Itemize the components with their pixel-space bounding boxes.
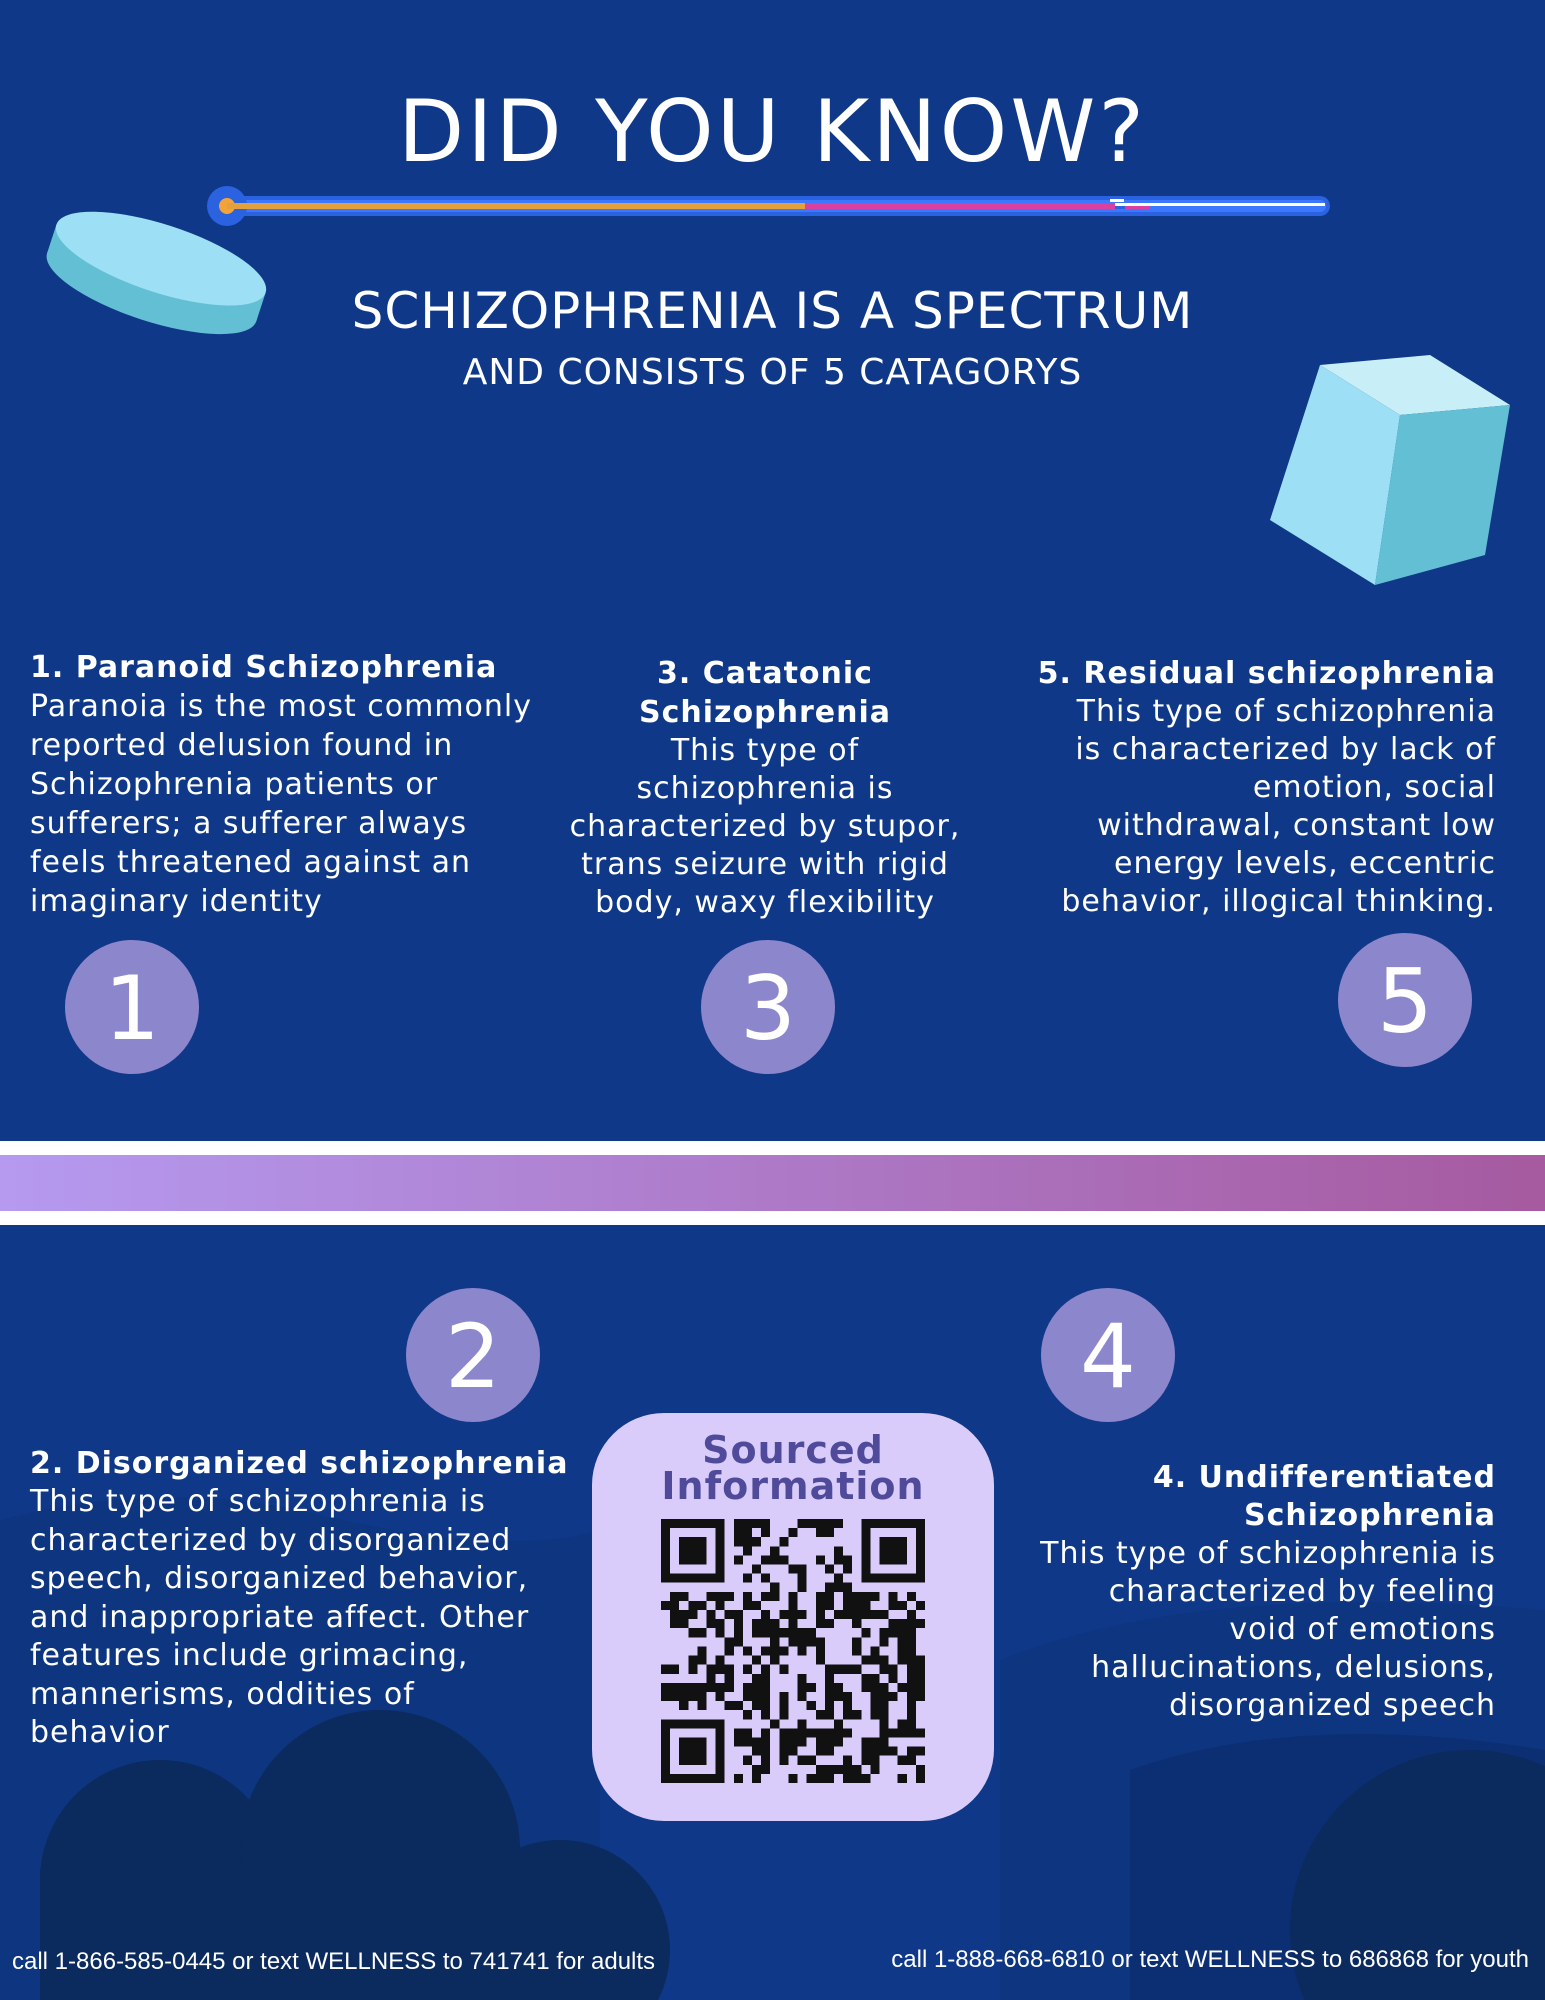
qr-title: Sourced Information <box>661 1428 925 1508</box>
category-2: 2. Disorganized schizophrenia This type … <box>30 1444 590 1753</box>
qr-code-icon[interactable] <box>661 1519 925 1783</box>
cube-icon <box>1270 355 1510 585</box>
number-badge-2: 2 <box>406 1288 540 1422</box>
category-5: 5. Residual schizophrenia This type of s… <box>1000 654 1496 921</box>
subtitle: SCHIZOPHRENIA IS A SPECTRUM <box>351 282 1194 340</box>
category-1-text: Paranoia is the most commonly reported d… <box>30 689 532 919</box>
svg-text:3: 3 <box>740 957 796 1060</box>
category-4-title: 4. Undifferentiated Schizophrenia <box>1152 1460 1496 1533</box>
category-3-title: 3. Catatonic Schizophrenia <box>639 656 891 730</box>
background-hills <box>0 1497 1545 2000</box>
category-3-text: This type of schizophrenia is characteri… <box>569 733 961 920</box>
category-1-title: 1. Paranoid Schizophrenia <box>30 650 498 685</box>
category-5-text: This type of schizophrenia is characteri… <box>1061 694 1496 919</box>
footer-youth-hotline: call 1-888-668-6810 or text WELLNESS to … <box>891 1946 1529 1973</box>
pill-tablet-icon <box>46 211 267 335</box>
number-badge-4: 4 <box>1041 1288 1175 1422</box>
footer-adults-hotline: call 1-866-585-0445 or text WELLNESS to … <box>12 1948 656 1975</box>
thermometer-icon <box>207 186 1330 226</box>
number-badge-1: 1 <box>65 940 199 1074</box>
divider-gradient <box>0 1155 1545 1211</box>
subtitle-secondary: AND CONSISTS OF 5 CATAGORYS <box>462 352 1083 393</box>
category-5-title: 5. Residual schizophrenia <box>1037 656 1496 691</box>
number-badge-5: 5 <box>1338 933 1472 1067</box>
svg-text:4: 4 <box>1080 1305 1136 1408</box>
category-4: 4. Undifferentiated Schizophrenia This t… <box>1000 1459 1496 1725</box>
svg-text:1: 1 <box>104 957 160 1060</box>
category-4-text: This type of schizophrenia is characteri… <box>1040 1536 1496 1723</box>
svg-text:5: 5 <box>1377 950 1433 1053</box>
divider-band <box>0 1141 1545 1225</box>
page-title: DID YOU KNOW? <box>397 82 1148 182</box>
category-2-title: 2. Disorganized schizophrenia <box>30 1446 569 1481</box>
category-2-text: This type of schizophrenia is characteri… <box>30 1484 530 1750</box>
svg-text:2: 2 <box>445 1305 501 1408</box>
category-3: 3. Catatonic Schizophrenia This type of … <box>545 654 985 922</box>
category-1: 1. Paranoid Schizophrenia Paranoia is th… <box>30 648 570 921</box>
number-badge-3: 3 <box>701 940 835 1074</box>
